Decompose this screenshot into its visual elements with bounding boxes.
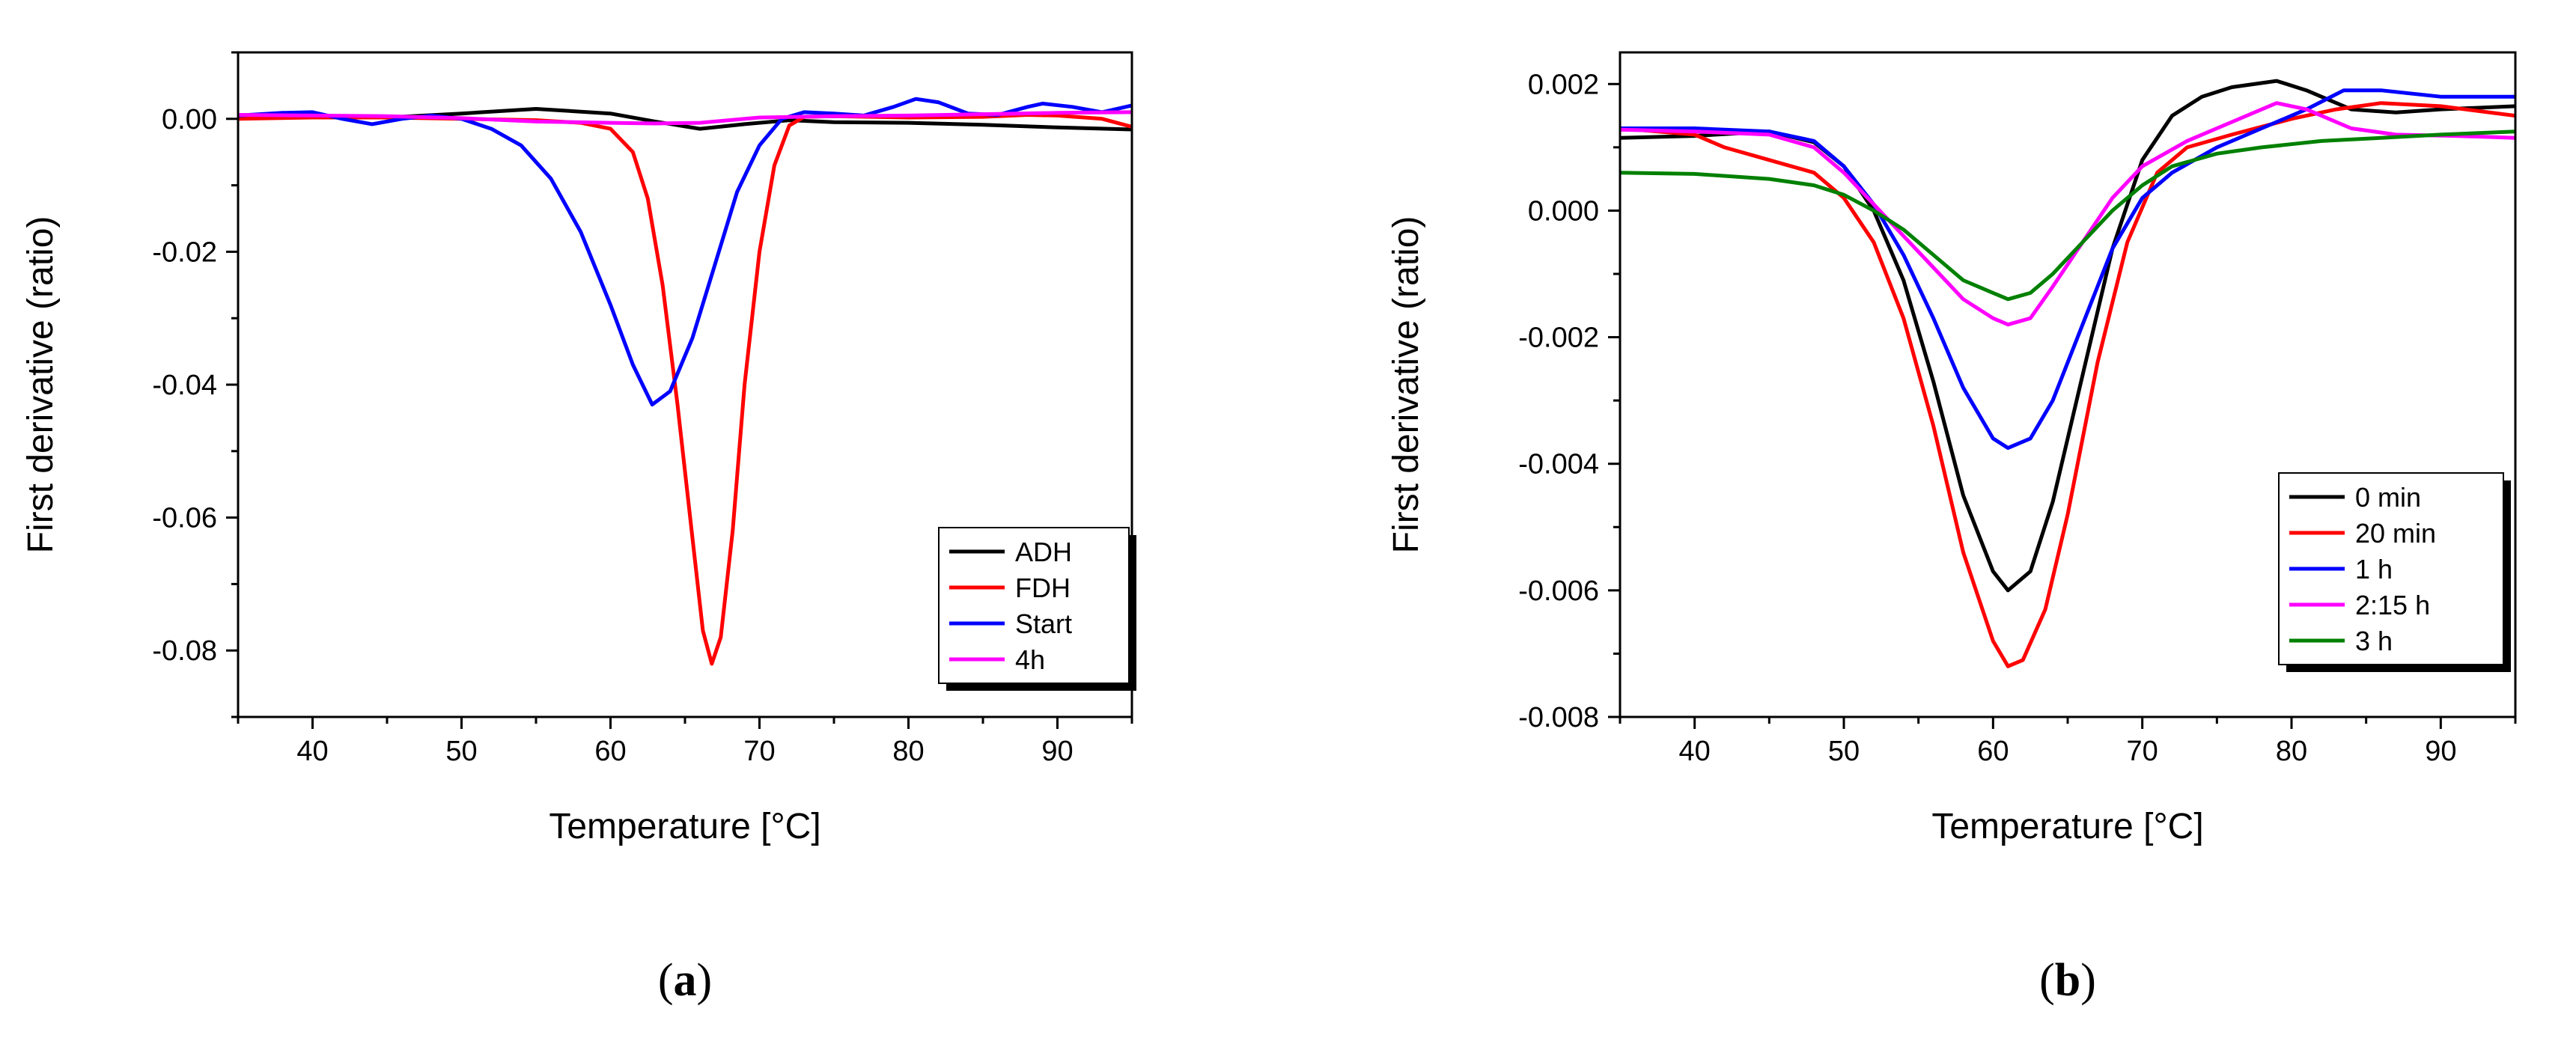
x-tick-label: 90 [2425,736,2456,767]
series-line-2-15-h [1620,101,2515,327]
x-tick-label: 80 [892,736,924,767]
series-line-4h [238,110,1132,126]
x-tick-label: 40 [296,736,328,767]
y-tick-label: -0.008 [1518,702,1599,733]
legend-label: 3 h [2355,626,2393,656]
y-tick-label: -0.08 [152,635,217,667]
series-line-start [238,97,1132,407]
y-tick-label: 0.000 [1528,195,1599,227]
caption-letter: b [2055,955,2080,1006]
x-tick-label: 90 [1041,736,1073,767]
y-tick-label: -0.006 [1518,576,1599,607]
caption-paren-open: ( [2039,955,2055,1006]
caption-letter: a [674,955,697,1006]
series-group [1620,79,2515,668]
series-line-3-h [1620,129,2515,302]
x-tick-label: 70 [743,736,775,767]
legend-box [938,527,1130,684]
legend-label: FDH [1015,573,1071,603]
legend-label: 2:15 h [2355,590,2430,620]
x-tick-label: 40 [1679,736,1711,767]
legend-label: 20 min [2355,518,2436,549]
panel-caption: (a) [658,955,712,1006]
legend-label: ADH [1015,537,1072,567]
series-group [238,97,1132,666]
y-axis-title: First derivative (ratio) [1386,216,1426,554]
x-axis-title: Temperature [°C] [1931,807,2203,846]
y-tick-label: -0.002 [1518,323,1599,354]
x-tick-label: 70 [2127,736,2158,767]
caption-paren-close: ) [697,955,713,1006]
legend-label: 4h [1015,644,1045,675]
chart-a: 40 50 60 70 80 90 0.00 -0.02 -0.04 -0.06 -0.08 Temp… [21,51,1136,1006]
y-tick-label: -0.04 [152,370,217,401]
y-tick-label: -0.004 [1518,449,1599,480]
y-tick-label: -0.06 [152,503,217,534]
x-axis-title: Temperature [°C] [549,807,820,846]
x-tick-label: 60 [1977,736,2009,767]
chart-b: 40 50 60 70 80 90 0.002 0.000 -0.002 -0.004 -0.006… [1386,51,2517,1006]
x-tick-label: 80 [2276,736,2307,767]
legend-label: 1 h [2355,554,2393,584]
y-tick-label: -0.02 [152,236,217,268]
x-tick-label: 50 [1828,736,1860,767]
y-tick-label: 0.00 [162,104,217,135]
x-tick-label: 60 [594,736,626,767]
y-axis-title: First derivative (ratio) [21,216,61,554]
x-tick-label: 50 [445,736,477,767]
caption-paren-close: ) [2080,955,2096,1006]
legend-label: Start [1015,608,1072,639]
panel-caption: (b) [2039,955,2096,1006]
caption-paren-open: ( [658,955,674,1006]
y-tick-label: 0.002 [1528,69,1599,100]
legend-label: 0 min [2355,482,2421,513]
series-line-1-h [1620,88,2515,451]
series-line-20-min [1620,101,2515,668]
